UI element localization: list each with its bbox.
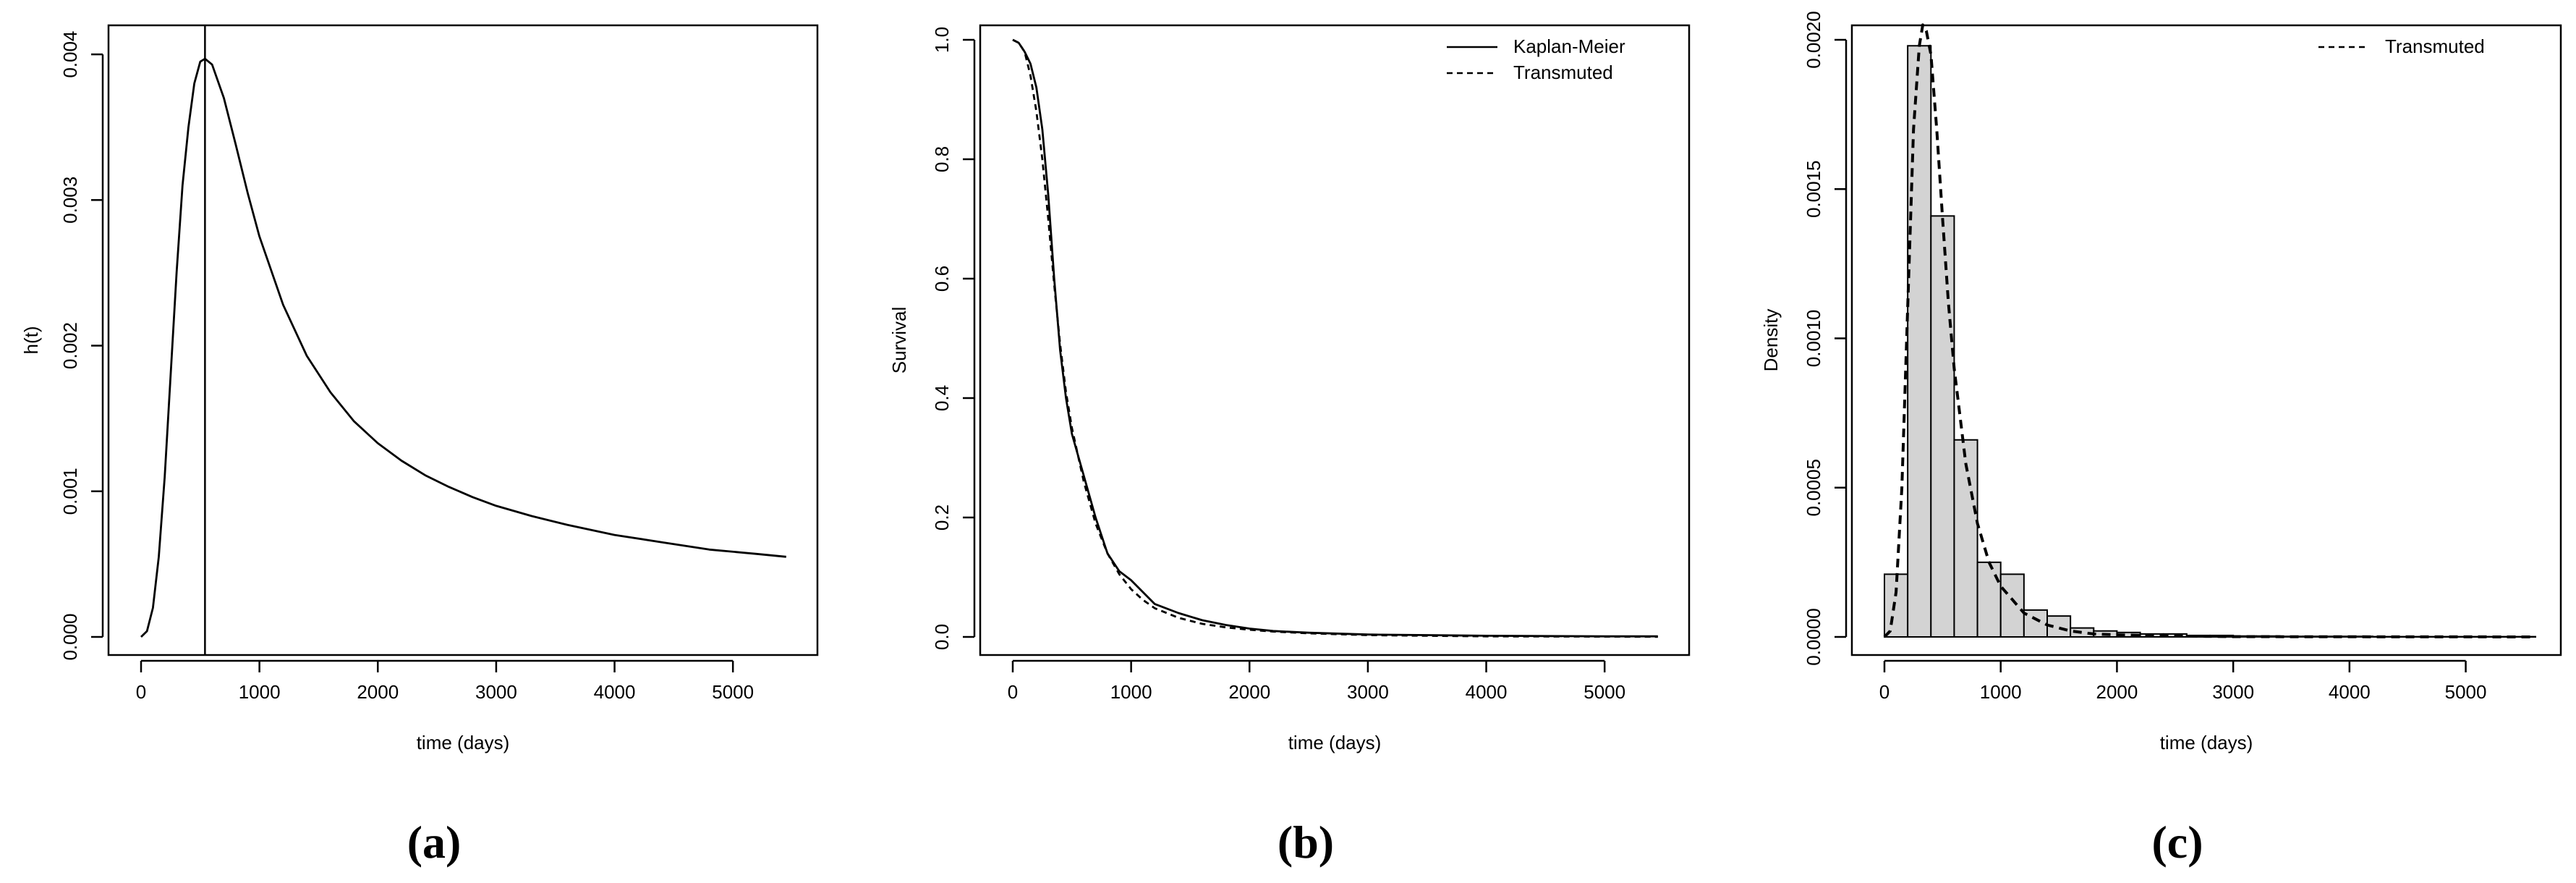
y-tick-label: 0.0005 bbox=[1803, 459, 1824, 517]
x-tick-label: 4000 bbox=[1466, 681, 1508, 703]
y-tick-label: 0.6 bbox=[931, 266, 953, 292]
series-line bbox=[140, 57, 786, 638]
y-tick-label: 0.001 bbox=[59, 468, 81, 515]
histogram-bar bbox=[2046, 615, 2072, 638]
x-tick-label: 1000 bbox=[1110, 681, 1152, 703]
y-tick-label: 0.003 bbox=[59, 177, 81, 224]
y-axis: 0.0000 0.0005 0.0010 0.0015 0.0020 bbox=[1803, 11, 1848, 666]
y-tick-label: 0.4 bbox=[931, 385, 953, 411]
x-axis: 0 1000 2000 3000 4000 5000 bbox=[136, 659, 754, 703]
y-tick-label: 0.0010 bbox=[1803, 310, 1824, 368]
x-tick-label: 4000 bbox=[594, 681, 636, 703]
panel-caption: (c) bbox=[2151, 816, 2203, 868]
y-tick-label: 0.0020 bbox=[1803, 11, 1824, 69]
panel-c: 0 1000 2000 3000 4000 5000 0.0000 0.0005 0.0010… bbox=[1760, 11, 2562, 868]
panel-b: 0 1000 2000 3000 4000 5000 0.0 0.2 0.4 0.6 0.8 1.0… bbox=[888, 24, 1691, 868]
x-tick-label: 4000 bbox=[2329, 681, 2371, 703]
x-axis-label: time (days) bbox=[2160, 732, 2253, 753]
legend: Kaplan-Meier Transmuted bbox=[1447, 35, 1625, 83]
x-tick-label: 0 bbox=[136, 681, 146, 703]
x-tick-label: 3000 bbox=[2212, 681, 2254, 703]
series-line bbox=[1012, 38, 1658, 638]
histogram-bar bbox=[1930, 215, 1955, 638]
legend: Transmuted bbox=[2318, 35, 2485, 57]
y-tick-label: 0.004 bbox=[59, 31, 81, 78]
histogram-bar bbox=[1884, 573, 1909, 638]
x-tick-label: 3000 bbox=[475, 681, 517, 703]
x-tick-label: 2000 bbox=[2096, 681, 2138, 703]
y-tick-label: 0.8 bbox=[931, 146, 953, 172]
x-tick-label: 5000 bbox=[712, 681, 754, 703]
x-tick-label: 5000 bbox=[2445, 681, 2487, 703]
x-tick-label: 0 bbox=[1879, 681, 1890, 703]
x-axis-label: time (days) bbox=[1288, 732, 1382, 753]
plot-area bbox=[140, 25, 786, 655]
histogram-bar bbox=[1976, 561, 2002, 638]
legend-label: Transmuted bbox=[2385, 35, 2485, 57]
panel-a: 0 1000 2000 3000 4000 5000 0.0000.0010.0020.0… bbox=[20, 24, 819, 868]
y-tick-label: 0.002 bbox=[59, 322, 81, 369]
x-tick-label: 5000 bbox=[1584, 681, 1625, 703]
x-axis: 0 1000 2000 3000 4000 5000 bbox=[1879, 659, 2487, 703]
histogram-bar bbox=[1907, 45, 1932, 638]
series-line bbox=[1883, 23, 2536, 638]
panel-caption: (a) bbox=[407, 816, 462, 868]
histogram-bar bbox=[1953, 439, 1978, 638]
x-tick-label: 1000 bbox=[1980, 681, 2022, 703]
plot-frame bbox=[107, 24, 819, 656]
series-line bbox=[1012, 38, 1658, 638]
y-tick-label: 0.0 bbox=[931, 624, 953, 650]
plot-frame bbox=[1850, 24, 2562, 656]
y-tick-label: 0.0015 bbox=[1803, 160, 1824, 218]
histogram-bar bbox=[1999, 573, 2025, 638]
y-axis-label: h(t) bbox=[20, 326, 42, 355]
x-axis-label: time (days) bbox=[417, 732, 510, 753]
y-axis: 0.0 0.2 0.4 0.6 0.8 1.0 bbox=[931, 27, 976, 650]
y-axis: 0.000 0.001 0.002 0.003 0.004 bbox=[59, 31, 104, 661]
y-tick-label: 0.2 bbox=[931, 504, 953, 531]
x-tick-label: 2000 bbox=[1228, 681, 1270, 703]
y-tick-label: 0.0000 bbox=[1803, 608, 1824, 666]
panel-caption: (b) bbox=[1278, 816, 1334, 868]
plot-area bbox=[1883, 23, 2537, 638]
x-tick-label: 1000 bbox=[239, 681, 281, 703]
plot-area bbox=[1012, 38, 1658, 638]
legend-label: Transmuted bbox=[1513, 62, 1613, 83]
y-axis-label: Survival bbox=[888, 307, 910, 373]
x-axis: 0 1000 2000 3000 4000 5000 bbox=[1008, 659, 1625, 703]
legend-label: Kaplan-Meier bbox=[1513, 35, 1625, 57]
plot-frame bbox=[979, 24, 1691, 656]
x-tick-label: 3000 bbox=[1347, 681, 1389, 703]
y-axis-label: Density bbox=[1760, 309, 1782, 372]
x-tick-label: 2000 bbox=[357, 681, 399, 703]
y-tick-label: 1.0 bbox=[931, 27, 953, 53]
y-tick-label: 0.000 bbox=[59, 613, 81, 660]
x-tick-label: 0 bbox=[1008, 681, 1018, 703]
